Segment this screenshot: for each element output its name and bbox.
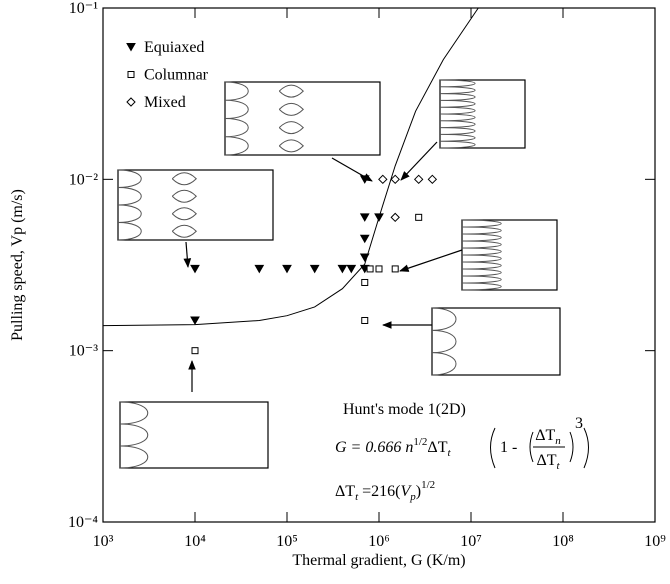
point (427, 174, 438, 185)
eq-part: 1 - (500, 439, 517, 456)
inset-frame (224, 81, 381, 156)
eq-power: 3 (575, 415, 583, 432)
inset-frame (431, 307, 561, 376)
point (359, 213, 370, 222)
eq-part: ΔT (536, 452, 556, 469)
eq-numerator: ΔTn (535, 427, 561, 447)
eq-part: t (557, 460, 561, 472)
legend-label: Equiaxed (144, 39, 204, 56)
y-axis-label: Pulling speed, Vp (m/s) (9, 189, 26, 341)
eq-part: V (400, 483, 412, 500)
y-tick-label: 10⁻² (69, 171, 98, 188)
y-tick-label: 10⁻⁴ (68, 514, 98, 531)
equation-2: ΔTt =216(Vp)1/2 (335, 479, 435, 503)
equation-1: G = 0.666 n1/2ΔTt 1 - (335, 436, 517, 459)
inset-frame (117, 169, 274, 241)
x-tick-label: 10⁴ (184, 533, 206, 550)
point (391, 265, 399, 273)
point (361, 316, 369, 324)
eq-part: 1/2 (421, 479, 435, 491)
eq-part: ) (416, 483, 421, 500)
y-tick-label: 10⁻³ (69, 343, 98, 360)
arrow (399, 249, 463, 272)
x-tick-label: 10³ (93, 533, 114, 550)
arrow (400, 141, 438, 181)
point (359, 234, 370, 244)
eq-part: ΔT (535, 427, 555, 444)
dendrite (117, 169, 197, 241)
x-tick-label: 10⁵ (276, 533, 298, 550)
point (359, 253, 370, 262)
dendrite (224, 81, 304, 156)
point (390, 212, 400, 223)
point (359, 175, 370, 184)
point (413, 174, 424, 185)
eq-part: n (555, 435, 561, 447)
point (361, 278, 369, 286)
model-label: Hunt's mode 1(2D) (343, 401, 466, 418)
point (190, 316, 200, 326)
point (254, 264, 265, 274)
dendrite (119, 401, 149, 469)
eq-part: p (409, 491, 416, 503)
micrograph-insets (117, 79, 561, 469)
point (337, 264, 348, 274)
point (282, 264, 292, 274)
eq-part: 1/2 (413, 436, 427, 448)
point (190, 264, 200, 274)
point (375, 265, 383, 273)
legend-marker (126, 97, 136, 107)
point (415, 213, 423, 221)
y-tick-label: 10⁻¹ (69, 0, 98, 17)
eq-part: =216( (358, 483, 400, 500)
eq-part: G = 0.666 (335, 439, 405, 456)
point (374, 213, 384, 222)
dendrite (461, 219, 502, 291)
arrow (183, 241, 192, 268)
point (390, 174, 400, 185)
inset-frame (119, 401, 269, 469)
dendrite (431, 307, 457, 376)
arrows (183, 141, 463, 392)
point (346, 264, 357, 274)
eq-denominator: ΔTt (536, 452, 560, 472)
x-axis-label: Thermal gradient, G (K/m) (292, 552, 465, 569)
eq-part: ΔT (427, 439, 447, 456)
eq-part: n (405, 439, 413, 456)
parentheses (490, 427, 589, 469)
point (366, 265, 374, 273)
legend-marker (127, 71, 135, 78)
x-tick-label: 10⁸ (552, 533, 574, 550)
dendrite (439, 79, 476, 149)
x-tick-label: 10⁷ (460, 533, 482, 550)
legend-marker (126, 43, 136, 52)
eq-part: ΔT (335, 483, 355, 500)
point (309, 264, 320, 274)
eq-part: t (447, 447, 451, 459)
legend-label: Mixed (144, 94, 186, 111)
x-tick-label: 10⁹ (644, 533, 666, 550)
point (191, 347, 199, 355)
legend-label: Columnar (144, 67, 209, 84)
x-tick-label: 10⁶ (368, 533, 390, 550)
point (378, 174, 388, 185)
model-curve (102, 7, 479, 327)
eq-part: t (355, 491, 359, 503)
